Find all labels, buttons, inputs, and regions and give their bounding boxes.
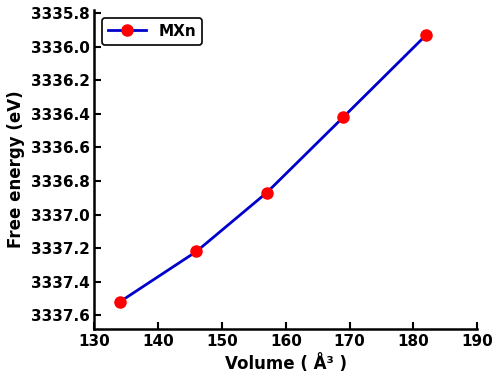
Y-axis label: Free energy (eV): Free energy (eV) — [7, 90, 25, 248]
MXn — [117, 299, 123, 304]
MXn — [194, 249, 200, 254]
Line: MXn: MXn — [114, 30, 432, 307]
X-axis label: Volume ( Å³ ): Volume ( Å³ ) — [225, 354, 347, 373]
MXn — [423, 33, 429, 37]
MXn — [340, 115, 346, 120]
Legend: MXn: MXn — [102, 17, 202, 45]
MXn — [264, 190, 270, 195]
